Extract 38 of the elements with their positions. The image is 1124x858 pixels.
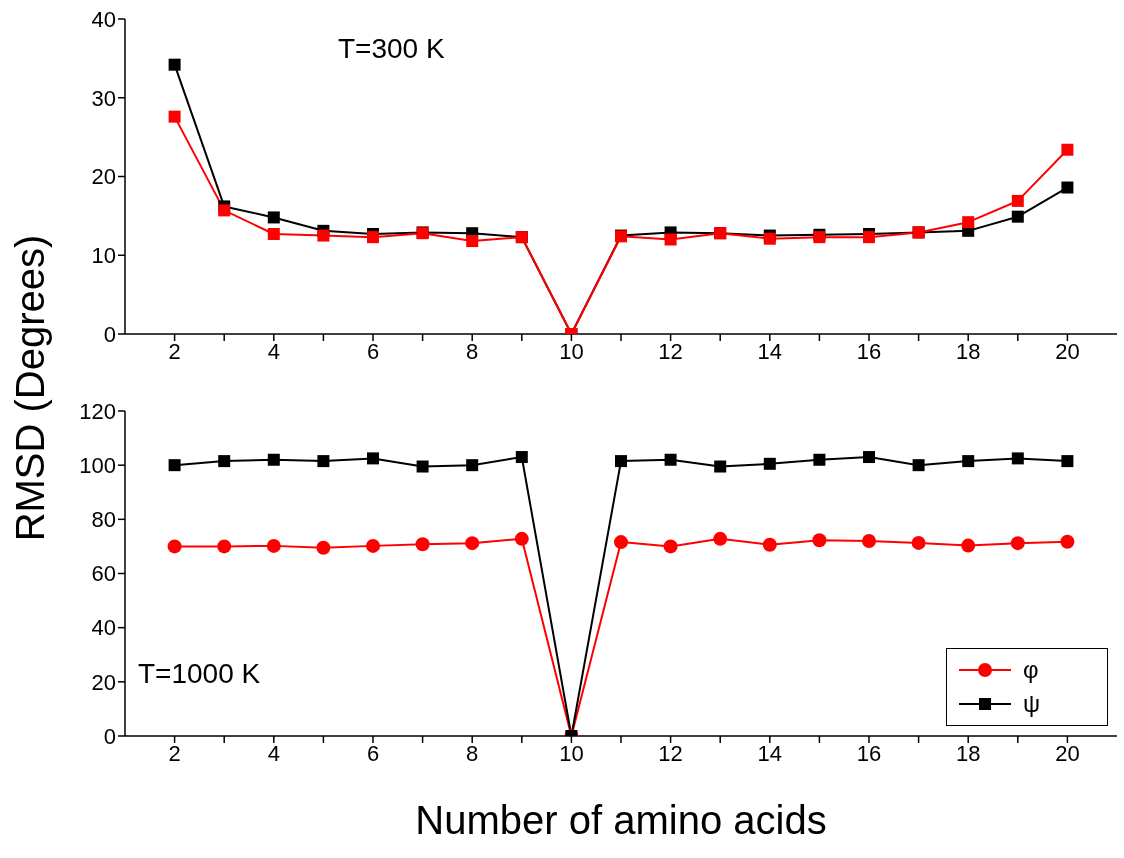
x-tick-label: 6 [366, 338, 380, 364]
x-tick-label: 14 [757, 740, 783, 766]
x-tick-label: 10 [559, 740, 584, 766]
x-tick-label: 14 [757, 338, 783, 364]
x-tick-label: 4 [267, 740, 280, 766]
y-tick-label: 40 [91, 6, 116, 32]
x-tick-label: 10 [559, 338, 584, 364]
x-tick-label: 2 [168, 338, 181, 364]
y-tick-label: 30 [91, 85, 116, 111]
x-tick-label: 4 [267, 338, 280, 364]
x-tick-label: 20 [1055, 338, 1080, 364]
y-tick-label: 10 [91, 243, 116, 269]
x-tick-label: 12 [658, 338, 683, 364]
x-tick-label: 2 [168, 740, 181, 766]
y-axis-title: RMSD (Degrees) [7, 234, 53, 542]
x-axis-title: Number of amino acids [415, 798, 827, 843]
x-tick-label: 18 [955, 338, 981, 364]
annotation: T=1000 K [138, 658, 261, 690]
x-tick-label: 16 [856, 740, 882, 766]
y-tick-label: 40 [91, 615, 116, 641]
y-tick-label: 80 [91, 507, 116, 533]
x-tick-label: 18 [955, 740, 981, 766]
y-tick-label: 0 [103, 321, 116, 347]
x-tick-label: 12 [658, 740, 683, 766]
y-tick-label: 60 [91, 561, 116, 587]
y-tick-label: 100 [79, 452, 116, 478]
x-tick-label: 8 [466, 338, 479, 364]
x-tick-label: 6 [366, 740, 380, 766]
y-tick-label: 120 [79, 398, 116, 424]
annotation: T=300 K [338, 33, 445, 65]
y-tick-label: 0 [103, 723, 116, 749]
legend-label: ψ [1023, 690, 1041, 718]
y-tick-label: 20 [91, 164, 116, 190]
legend-label: φ [1023, 656, 1039, 684]
x-tick-label: 16 [856, 338, 882, 364]
y-tick-label: 20 [91, 669, 116, 695]
x-tick-label: 20 [1055, 740, 1080, 766]
x-tick-label: 8 [466, 740, 479, 766]
